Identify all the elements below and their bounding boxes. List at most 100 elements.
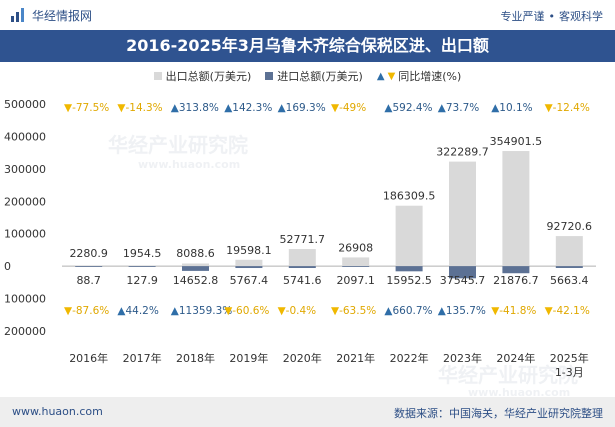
import-value-label: 88.7 [76,274,101,287]
export-growth-label: ▲142.3% [224,102,272,114]
growth-bands: ▼-77.5% ▼-14.3% ▲313.8% ▲142.3% ▲169.3% ▼-49%… [64,102,590,317]
x-tick-label: 2018年 [176,351,215,365]
y-tick-label: 100000 [4,293,46,306]
import-swatch-icon [265,72,274,80]
import-bar [449,266,476,279]
slogan-separator: • [548,9,556,23]
x-tick-label: 2019年 [229,351,268,365]
export-growth-label: ▲169.3% [278,102,326,114]
import-growth-label: ▲44.2% [117,305,158,317]
export-value-label: 1954.5 [123,247,162,260]
watermark-1: 华经产业研究院 [108,133,248,157]
import-growth-label: ▼-42.1% [545,305,590,317]
export-bar [395,205,423,267]
export-value-label: 26908 [338,241,373,254]
watermarks: 华经产业研究院 www.huaon.com 华经产业研究院 www.huaon.… [108,133,578,397]
export-value-label: 19598.1 [226,244,272,257]
import-growth-label: ▼-63.5% [331,305,376,317]
export-growth-label: ▼-14.3% [117,102,162,114]
x-tick-label: 2020年 [283,351,322,365]
import-value-label: 5741.6 [283,274,322,287]
import-bar [288,266,316,269]
y-tick-label: 200000 [4,195,46,208]
top-bar: 华经情报网 专业严谨 • 客观科学 [0,0,615,30]
export-growth-label: ▲10.1% [491,102,532,114]
legend-export-label: 出口总额(万美元) [165,70,252,83]
chart-title: 2016-2025年3月乌鲁木齐综合保税区进、出口额 [126,36,489,55]
y-tick-label: 0 [4,260,11,273]
slogan-tag-2: 客观科学 [559,10,603,23]
export-growth-label: ▼-77.5% [64,102,109,114]
import-growth-label: ▼-87.6% [64,305,109,317]
import-value-label: 2097.1 [336,274,375,287]
y-tick-label: 100000 [4,228,46,241]
x-tick-label: 2025年 1-3月 [550,351,589,379]
import-bar [75,266,103,267]
watermark-2: 华经产业研究院 [438,363,578,387]
chart: 华经产业研究院 www.huaon.com 华经产业研究院 www.huaon.… [4,98,596,397]
watermark-url-2: www.huaon.com [468,386,570,397]
import-value-label: 5767.4 [230,274,269,287]
export-value-label: 186309.5 [383,190,436,203]
import-bar [555,266,583,268]
export-growth-label: ▲592.4% [384,102,432,114]
export-growth-label: ▲313.8% [171,102,219,114]
slogan: 专业严谨 • 客观科学 [501,8,604,24]
legend-item-import[interactable]: 进口总额(万美元) [265,68,363,84]
legend-item-growth[interactable]: ▲ ▼ 同比增速(%) [377,68,461,84]
import-value-label: 15952.5 [386,274,432,287]
up-triangle-icon: ▲ [376,70,385,82]
import-value-label: 37545.7 [440,274,486,287]
x-tick-label: 2017年 [123,351,162,365]
data-labels: 2280.9 88.7 1954.5 127.9 8088.6 14652.8 19598.… [69,135,592,287]
import-growth-label: ▲135.7% [438,305,486,317]
export-value-label: 52771.7 [280,233,326,246]
brand[interactable]: 华经情报网 [10,6,92,24]
export-bar [182,263,209,267]
import-bar [128,266,156,267]
export-value-label: 2280.9 [69,247,108,260]
x-tick-label: 2024年 [496,351,535,365]
x-tick-label: 2021年 [336,351,375,365]
footer-url[interactable]: www.huaon.com [12,405,103,418]
export-value-label: 92720.6 [547,220,593,233]
brand-logo-icon [11,8,24,22]
export-bar [235,259,263,267]
x-tick-label: 2022年 [390,351,429,365]
down-triangle-icon: ▼ [387,70,396,82]
title-bar: 2016-2025年3月乌鲁木齐综合保税区进、出口额 [0,30,615,62]
legend-growth-label: 同比增速(%) [398,70,462,83]
import-bar [235,266,263,269]
export-value-label: 354901.5 [490,135,543,148]
import-growth-label: ▲660.7% [384,305,432,317]
export-bar [449,161,476,267]
export-growth-label: ▲73.7% [438,102,479,114]
export-bar [502,151,530,267]
export-bar [288,249,316,267]
watermark-url-1: www.huaon.com [138,158,240,171]
slogan-tag-1: 专业严谨 [500,10,545,23]
legend: 出口总额(万美元) 进口总额(万美元) ▲ ▼ 同比增速(%) [0,66,615,86]
y-tick-label: 500000 [4,98,46,111]
y-tick-label: 300000 [4,163,46,176]
import-value-label: 5663.4 [550,274,589,287]
import-growth-label: ▲11359.3% [171,305,232,317]
legend-item-export[interactable]: 出口总额(万美元) [153,68,252,84]
export-growth-label: ▼-49% [331,102,366,114]
export-value-label: 8088.6 [176,247,215,260]
import-growth-label: ▼-60.6% [224,305,269,317]
export-bar [555,236,583,267]
import-value-label: 127.9 [126,274,158,287]
bars [75,151,583,279]
import-value-label: 21876.7 [493,274,539,287]
legend-import-label: 进口总额(万美元) [277,70,363,83]
footer: www.huaon.com 数据来源：中国海关，华经产业研究院整理 [0,397,615,427]
export-value-label: 322289.7 [436,146,489,159]
y-tick-label: 400000 [4,130,46,143]
x-tick-label: 2023年 [443,351,482,365]
import-bar [502,266,530,274]
x-axis: 2016年 2017年 2018年 2019年 2020年 2021年 2022年 2023年… [69,351,589,379]
import-value-label: 14652.8 [173,274,219,287]
import-growth-label: ▼-41.8% [491,305,536,317]
